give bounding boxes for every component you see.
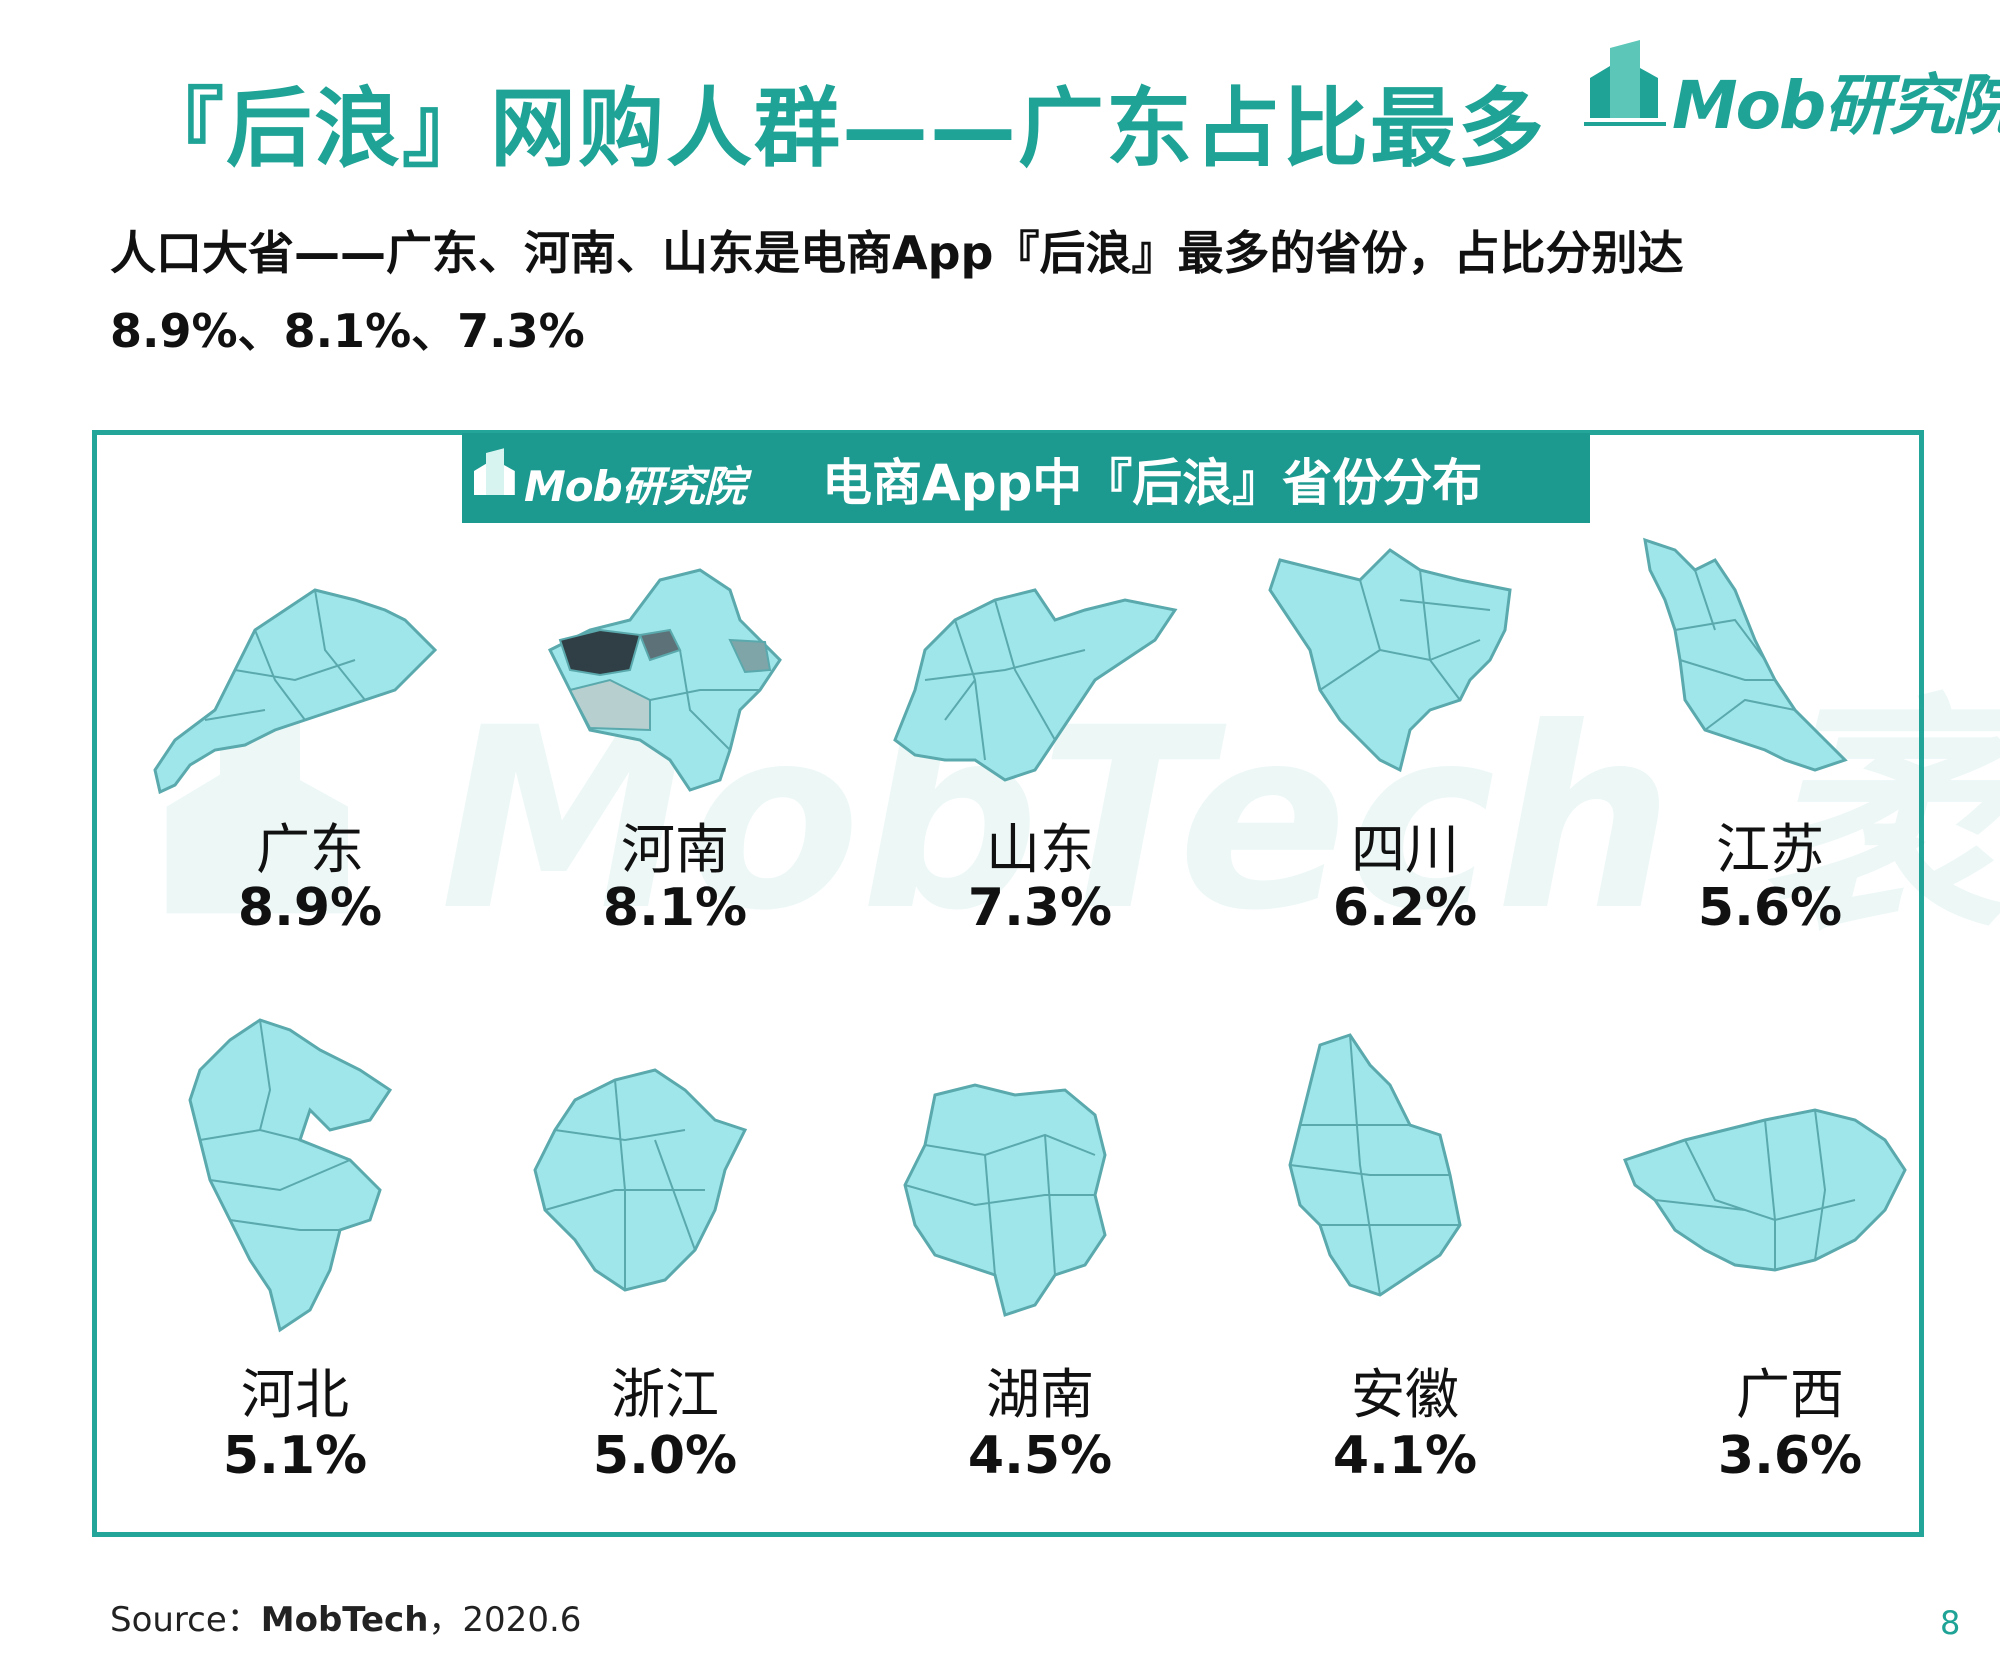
province-value: 8.9% bbox=[237, 878, 383, 938]
guangxi-map-icon bbox=[1623, 1108, 1907, 1272]
jiangsu-map-icon bbox=[1643, 537, 1848, 772]
subtitle-line-1: 人口大省——广东、河南、山东是电商App『后浪』最多的省份，占比分别达 bbox=[110, 226, 1684, 280]
province-name: 山东 bbox=[986, 818, 1094, 881]
building-logo-icon bbox=[1584, 40, 1666, 126]
source-suffix: ，2020.6 bbox=[428, 1600, 582, 1640]
province-value: 4.1% bbox=[1332, 1426, 1478, 1486]
shandong-map-icon bbox=[893, 588, 1178, 782]
logo-text: Mob研究院 bbox=[1672, 67, 2000, 144]
subtitle-line-2: 8.9%、8.1%、7.3% bbox=[110, 304, 585, 358]
province-value: 5.6% bbox=[1697, 878, 1843, 938]
province-name: 河南 bbox=[621, 818, 729, 881]
province-value: 7.3% bbox=[967, 878, 1113, 938]
province-guangdong: 广东 8.9% bbox=[153, 560, 455, 960]
province-name: 河北 bbox=[241, 1363, 349, 1426]
zhejiang-map-icon bbox=[533, 1068, 748, 1292]
source-note: Source：MobTech，2020.6 bbox=[110, 1592, 581, 1641]
province-name: 湖南 bbox=[986, 1363, 1094, 1426]
henan-map-icon bbox=[547, 568, 782, 792]
province-name: 安徽 bbox=[1351, 1363, 1459, 1426]
province-value: 4.5% bbox=[967, 1426, 1113, 1486]
province-value: 3.6% bbox=[1717, 1426, 1863, 1486]
province-guangxi: 广西 3.6% bbox=[1623, 1090, 1935, 1490]
province-hunan: 湖南 4.5% bbox=[895, 1075, 1185, 1490]
source-prefix: Source： bbox=[110, 1600, 261, 1640]
province-hebei: 河北 5.1% bbox=[150, 1010, 440, 1490]
province-value: 5.1% bbox=[222, 1426, 368, 1486]
province-name: 广西 bbox=[1736, 1363, 1844, 1426]
source-name: MobTech bbox=[260, 1600, 429, 1640]
page-title: 『后浪』网购人群——广东占比最多 bbox=[138, 79, 1546, 179]
province-value: 8.1% bbox=[602, 878, 748, 938]
province-sichuan: 四川 6.2% bbox=[1260, 540, 1550, 960]
page-number: 8 bbox=[1940, 1604, 1961, 1642]
panel-logo-text: Mob研究院 bbox=[524, 462, 746, 511]
subtitle: 人口大省——广东、河南、山东是电商App『后浪』最多的省份，占比分别达 8.9%… bbox=[110, 214, 1910, 370]
panel-header-logo: Mob研究院 bbox=[468, 447, 746, 511]
province-jiangsu: 江苏 5.6% bbox=[1625, 530, 1915, 960]
province-value: 6.2% bbox=[1332, 878, 1478, 938]
province-anhui: 安徽 4.1% bbox=[1260, 1025, 1550, 1490]
mob-logo: Mob研究院 bbox=[1580, 38, 2000, 144]
province-value: 5.0% bbox=[592, 1426, 738, 1486]
province-shandong: 山东 7.3% bbox=[893, 560, 1185, 960]
hunan-map-icon bbox=[903, 1083, 1107, 1317]
province-zhejiang: 浙江 5.0% bbox=[520, 1060, 810, 1490]
province-name: 四川 bbox=[1351, 818, 1459, 881]
hebei-map-icon bbox=[188, 1018, 393, 1333]
anhui-map-icon bbox=[1288, 1033, 1462, 1297]
province-name: 广东 bbox=[256, 818, 364, 881]
sichuan-map-icon bbox=[1268, 548, 1512, 773]
guangdong-map-icon bbox=[153, 588, 438, 795]
province-panel bbox=[92, 430, 1924, 1537]
panel-header: Mob研究院 电商App中『后浪』省份分布 bbox=[462, 433, 1590, 523]
province-name: 浙江 bbox=[611, 1363, 719, 1426]
building-logo-icon bbox=[474, 448, 515, 495]
province-henan: 河南 8.1% bbox=[530, 560, 820, 960]
province-name: 江苏 bbox=[1716, 818, 1824, 881]
panel-title: 电商App中『后浪』省份分布 bbox=[822, 454, 1483, 512]
